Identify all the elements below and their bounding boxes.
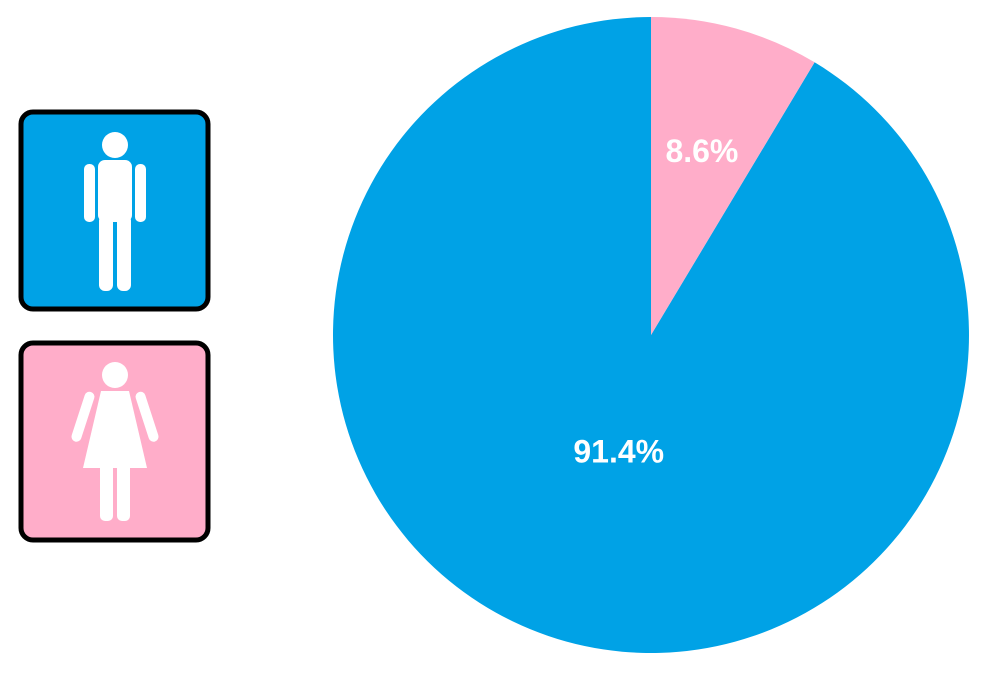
female-legend xyxy=(21,343,208,540)
pie-label-male: 91.4% xyxy=(573,433,664,469)
pie-label-female: 8.6% xyxy=(665,133,738,169)
pie-slices xyxy=(333,17,969,653)
male-legend xyxy=(21,112,208,309)
pie-slice-male xyxy=(333,17,969,653)
